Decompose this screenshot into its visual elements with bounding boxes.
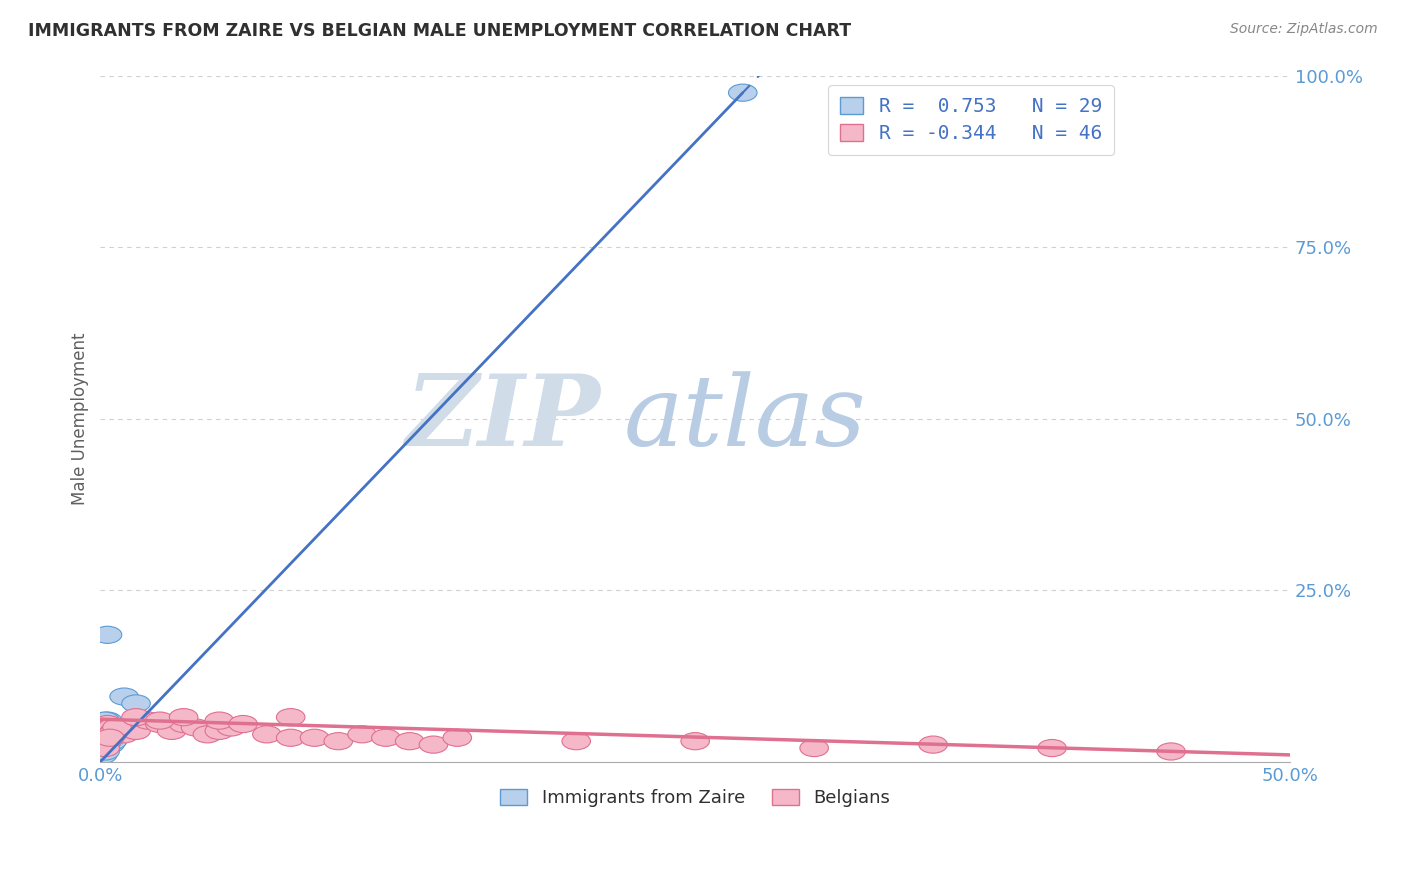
Ellipse shape [89, 736, 117, 753]
Ellipse shape [229, 715, 257, 732]
Ellipse shape [91, 743, 120, 760]
Ellipse shape [89, 747, 117, 764]
Ellipse shape [1038, 739, 1066, 756]
Ellipse shape [93, 715, 122, 732]
Ellipse shape [443, 729, 471, 747]
Legend: Immigrants from Zaire, Belgians: Immigrants from Zaire, Belgians [494, 781, 897, 814]
Ellipse shape [110, 688, 138, 706]
Ellipse shape [91, 732, 120, 750]
Ellipse shape [122, 708, 150, 726]
Ellipse shape [91, 739, 120, 756]
Ellipse shape [96, 729, 124, 747]
Ellipse shape [146, 712, 174, 729]
Ellipse shape [103, 719, 131, 736]
Ellipse shape [91, 739, 120, 756]
Ellipse shape [920, 736, 948, 753]
Ellipse shape [122, 695, 150, 712]
Ellipse shape [105, 726, 134, 743]
Ellipse shape [93, 732, 122, 750]
Text: Source: ZipAtlas.com: Source: ZipAtlas.com [1230, 22, 1378, 37]
Ellipse shape [96, 729, 124, 747]
Ellipse shape [169, 715, 198, 732]
Ellipse shape [96, 719, 124, 736]
Ellipse shape [96, 736, 124, 753]
Ellipse shape [110, 726, 138, 743]
Ellipse shape [93, 626, 122, 643]
Y-axis label: Male Unemployment: Male Unemployment [72, 333, 89, 505]
Ellipse shape [98, 726, 127, 743]
Ellipse shape [91, 732, 120, 750]
Ellipse shape [157, 723, 186, 739]
Ellipse shape [1157, 743, 1185, 760]
Ellipse shape [91, 723, 120, 739]
Ellipse shape [89, 736, 117, 753]
Ellipse shape [217, 719, 246, 736]
Ellipse shape [800, 739, 828, 756]
Ellipse shape [347, 726, 377, 743]
Ellipse shape [93, 732, 122, 750]
Ellipse shape [277, 729, 305, 747]
Ellipse shape [89, 743, 117, 760]
Text: ZIP: ZIP [405, 370, 600, 467]
Ellipse shape [91, 739, 120, 756]
Ellipse shape [395, 732, 425, 750]
Ellipse shape [193, 726, 222, 743]
Ellipse shape [98, 732, 127, 750]
Ellipse shape [89, 743, 117, 760]
Ellipse shape [89, 736, 117, 753]
Ellipse shape [253, 726, 281, 743]
Ellipse shape [419, 736, 447, 753]
Ellipse shape [681, 732, 710, 750]
Ellipse shape [100, 723, 129, 739]
Ellipse shape [277, 708, 305, 726]
Ellipse shape [89, 739, 117, 756]
Ellipse shape [371, 729, 401, 747]
Ellipse shape [146, 715, 174, 732]
Ellipse shape [91, 739, 120, 756]
Ellipse shape [98, 732, 127, 750]
Text: atlas: atlas [624, 371, 866, 467]
Ellipse shape [89, 723, 117, 739]
Ellipse shape [122, 723, 150, 739]
Text: IMMIGRANTS FROM ZAIRE VS BELGIAN MALE UNEMPLOYMENT CORRELATION CHART: IMMIGRANTS FROM ZAIRE VS BELGIAN MALE UN… [28, 22, 851, 40]
Ellipse shape [181, 719, 209, 736]
Ellipse shape [98, 719, 127, 736]
Ellipse shape [323, 732, 353, 750]
Ellipse shape [89, 739, 117, 756]
Ellipse shape [93, 736, 122, 753]
Ellipse shape [205, 723, 233, 739]
Ellipse shape [96, 726, 124, 743]
Ellipse shape [91, 736, 120, 753]
Ellipse shape [115, 719, 143, 736]
Ellipse shape [205, 712, 233, 729]
Ellipse shape [562, 732, 591, 750]
Ellipse shape [93, 715, 122, 732]
Ellipse shape [89, 743, 117, 760]
Ellipse shape [169, 708, 198, 726]
Ellipse shape [89, 726, 117, 743]
Ellipse shape [93, 712, 122, 729]
Ellipse shape [301, 729, 329, 747]
Ellipse shape [134, 712, 162, 729]
Ellipse shape [91, 712, 120, 729]
Ellipse shape [728, 84, 756, 102]
